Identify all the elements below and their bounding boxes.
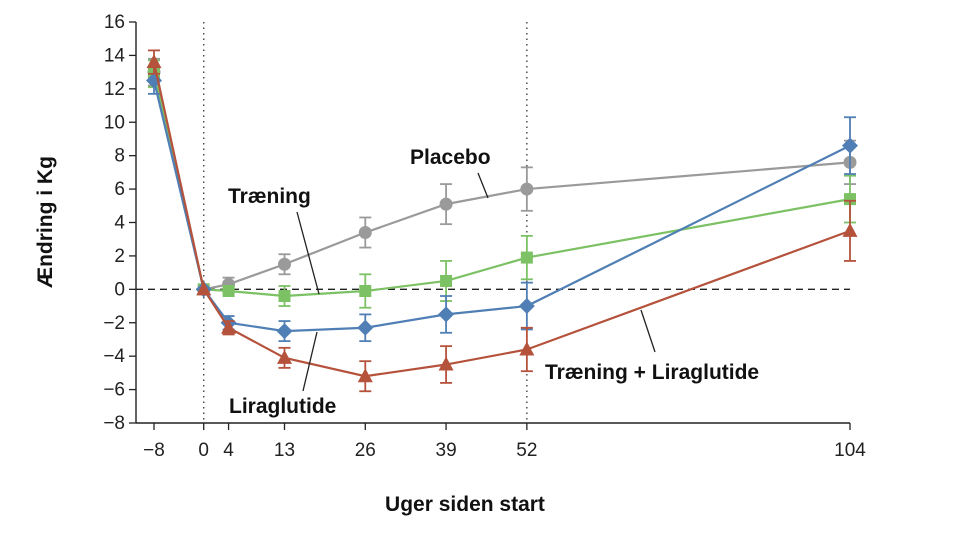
y-tick-label: −2 [103, 313, 125, 334]
data-point [520, 251, 533, 264]
data-point [278, 257, 291, 271]
data-point [359, 285, 372, 298]
y-axis-title: Ændring i Kg [34, 156, 57, 288]
y-tick-label: 4 [114, 213, 125, 234]
x-tick-label: 4 [223, 440, 234, 461]
x-tick-label: 0 [198, 440, 209, 461]
series-tr-ning-liraglutide [146, 49, 858, 393]
traening-label: Træning [228, 185, 311, 208]
x-tick-label: 104 [834, 440, 866, 461]
x-tick-label: 52 [516, 440, 537, 461]
placebo-label-leader [477, 172, 489, 199]
y-tick-label: −6 [103, 380, 125, 401]
data-point [438, 356, 454, 371]
data-point [146, 54, 162, 69]
data-point [842, 137, 858, 154]
data-point [440, 274, 453, 287]
x-tick-label: 39 [436, 440, 457, 461]
liraglutide-label: Liraglutide [229, 395, 336, 418]
data-point [842, 222, 858, 237]
y-tick-label: 8 [114, 146, 125, 167]
data-point [277, 349, 292, 364]
traening-label-leader [296, 211, 320, 295]
x-tick-label: −8 [143, 440, 165, 461]
y-tick-label: 6 [114, 179, 125, 200]
y-tick-label: −4 [103, 346, 125, 367]
data-point [520, 182, 534, 196]
x-tick-label: 13 [274, 440, 295, 461]
data-point [518, 298, 535, 315]
y-tick-label: 16 [104, 12, 125, 33]
data-point [221, 319, 237, 334]
traening-liraglutide-label: Træning + Liraglutide [545, 361, 759, 384]
y-tick-label: 2 [114, 246, 125, 267]
data-point [278, 290, 291, 303]
y-tick-label: −8 [103, 413, 125, 434]
data-point [196, 281, 212, 296]
y-tick-label: 12 [104, 79, 125, 100]
data-point [439, 197, 453, 211]
placebo-label: Placebo [410, 146, 491, 169]
liraglutide-label-leader [302, 331, 318, 392]
y-tick-label: 10 [104, 112, 125, 133]
y-tick-label: 0 [114, 279, 125, 300]
series-line [152, 61, 851, 378]
traening-liraglutide-label-leader [640, 309, 656, 353]
x-axis-title: Uger siden start [385, 493, 545, 516]
y-tick-label: 14 [104, 45, 126, 66]
data-point [357, 368, 373, 383]
data-point [357, 319, 374, 336]
data-point [844, 193, 856, 206]
series-line [152, 71, 851, 291]
x-tick-label: 26 [355, 440, 376, 461]
data-point [358, 226, 372, 240]
data-point [519, 341, 535, 356]
data-point [276, 323, 293, 340]
series-placebo [147, 57, 857, 296]
data-point [438, 306, 455, 323]
data-point [222, 285, 235, 298]
